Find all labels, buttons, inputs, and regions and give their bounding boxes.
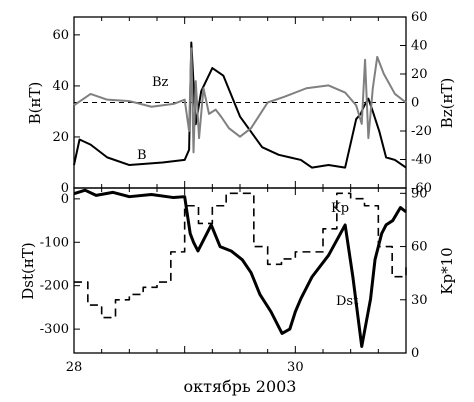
bottom-right-axis-label: Kp*10 bbox=[438, 247, 456, 294]
left-tick-label: 0 bbox=[61, 192, 69, 207]
b-series-label: B bbox=[137, 148, 147, 163]
left-tick-label: -300 bbox=[40, 322, 69, 337]
series-bz-line bbox=[73, 47, 407, 154]
x-tick-label: 28 bbox=[66, 360, 83, 375]
right-tick-label: -20 bbox=[411, 124, 432, 139]
kp-series-label: Kp bbox=[331, 201, 349, 216]
series-b-line bbox=[73, 41, 407, 169]
bz-series-label: Bz bbox=[152, 75, 169, 90]
right-tick-label: 90 bbox=[411, 186, 428, 201]
right-tick-label: 0 bbox=[411, 346, 419, 361]
right-tick-label: 30 bbox=[411, 293, 428, 308]
x-tick-label: 30 bbox=[287, 360, 304, 375]
dst-series-label: Dst bbox=[336, 294, 359, 309]
top-left-axis-label: B(нТ) bbox=[26, 82, 44, 125]
top-right-axis-label: Bz(нТ) bbox=[438, 78, 456, 129]
plot-layer: 0204060-60-40-2002040600-100-200-3000306… bbox=[40, 10, 432, 375]
right-tick-label: 40 bbox=[411, 39, 428, 54]
left-tick-label: 40 bbox=[52, 79, 69, 94]
right-tick-label: 0 bbox=[411, 96, 419, 111]
right-tick-label: -40 bbox=[411, 153, 432, 168]
bottom-panel-frame bbox=[73, 187, 407, 354]
x-axis-title: октябрь 2003 bbox=[184, 377, 297, 396]
right-tick-label: 60 bbox=[411, 240, 428, 255]
left-tick-label: 60 bbox=[52, 28, 69, 43]
left-tick-label: 0 bbox=[61, 181, 69, 196]
right-tick-label: 20 bbox=[411, 67, 428, 82]
bottom-left-axis-label: Dst(нТ) bbox=[19, 242, 37, 299]
left-tick-label: -100 bbox=[40, 235, 69, 250]
right-tick-label: -60 bbox=[411, 181, 432, 196]
right-tick-label: 60 bbox=[411, 10, 428, 25]
left-tick-label: -200 bbox=[40, 279, 69, 294]
left-tick-label: 20 bbox=[52, 130, 69, 145]
series-dst-line bbox=[73, 188, 407, 348]
